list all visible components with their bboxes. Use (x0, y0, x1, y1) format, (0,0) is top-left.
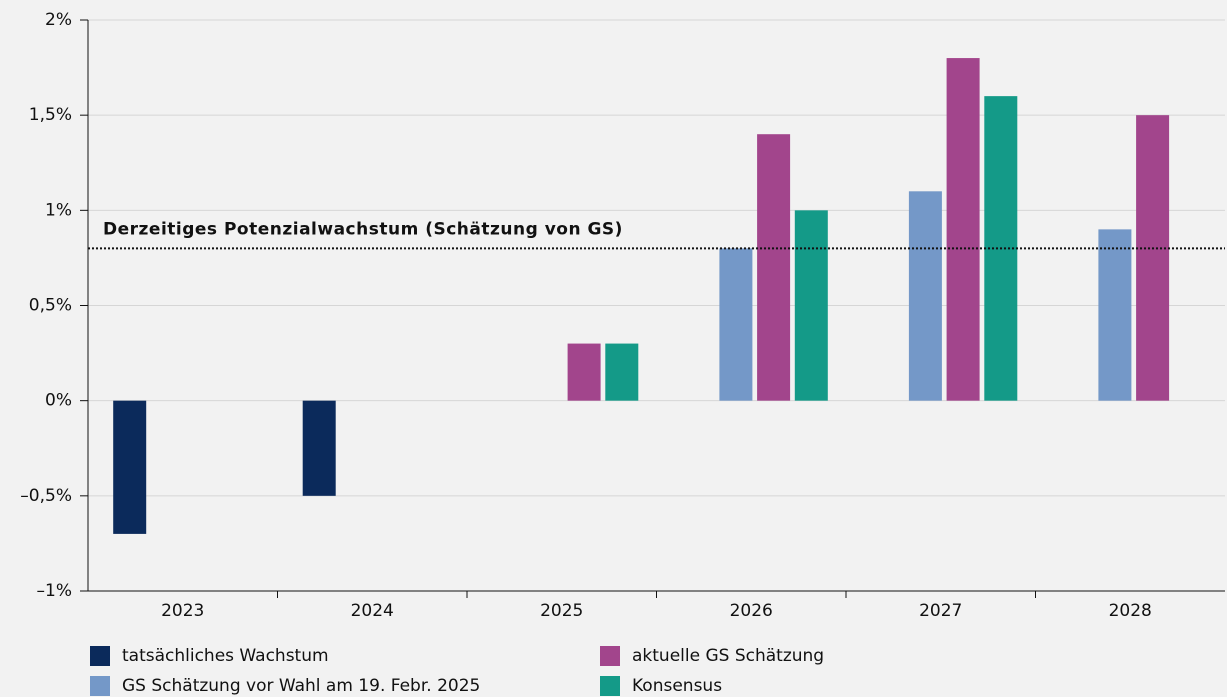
bar (719, 248, 753, 401)
x-tick-label: 2026 (730, 601, 773, 621)
bar (946, 58, 980, 401)
x-tick-label: 2025 (540, 601, 583, 621)
bar (908, 191, 942, 401)
bar (567, 343, 601, 401)
x-tick-label: 2023 (161, 601, 204, 621)
bar (794, 210, 828, 401)
bar (113, 400, 147, 534)
legend-swatch (600, 676, 620, 696)
legend-swatch (90, 646, 110, 666)
x-tick-label: 2024 (351, 601, 394, 621)
legend-label: GS Schätzung vor Wahl am 19. Febr. 2025 (122, 676, 480, 696)
y-tick-label: 2% (45, 10, 72, 30)
y-tick-label: –1% (37, 581, 72, 601)
y-tick-label: 0,5% (29, 296, 72, 316)
y-tick-label: 1,5% (29, 105, 72, 125)
y-tick-label: 1% (45, 200, 72, 220)
bar (757, 134, 791, 401)
legend-swatch (90, 676, 110, 696)
y-tick-label: 0% (45, 391, 72, 411)
bar (1136, 115, 1170, 401)
bar (1098, 229, 1132, 401)
legend-label: aktuelle GS Schätzung (632, 646, 824, 666)
y-tick-label: –0,5% (20, 486, 72, 506)
bar (302, 400, 336, 496)
x-tick-label: 2027 (919, 601, 962, 621)
legend-swatch (600, 646, 620, 666)
reference-label: Derzeitiges Potenzialwachstum (Schätzung… (103, 219, 623, 239)
x-tick-label: 2028 (1109, 601, 1152, 621)
bar (605, 343, 639, 401)
legend-label: Konsensus (632, 676, 722, 696)
legend-label: tatsächliches Wachstum (122, 646, 329, 666)
